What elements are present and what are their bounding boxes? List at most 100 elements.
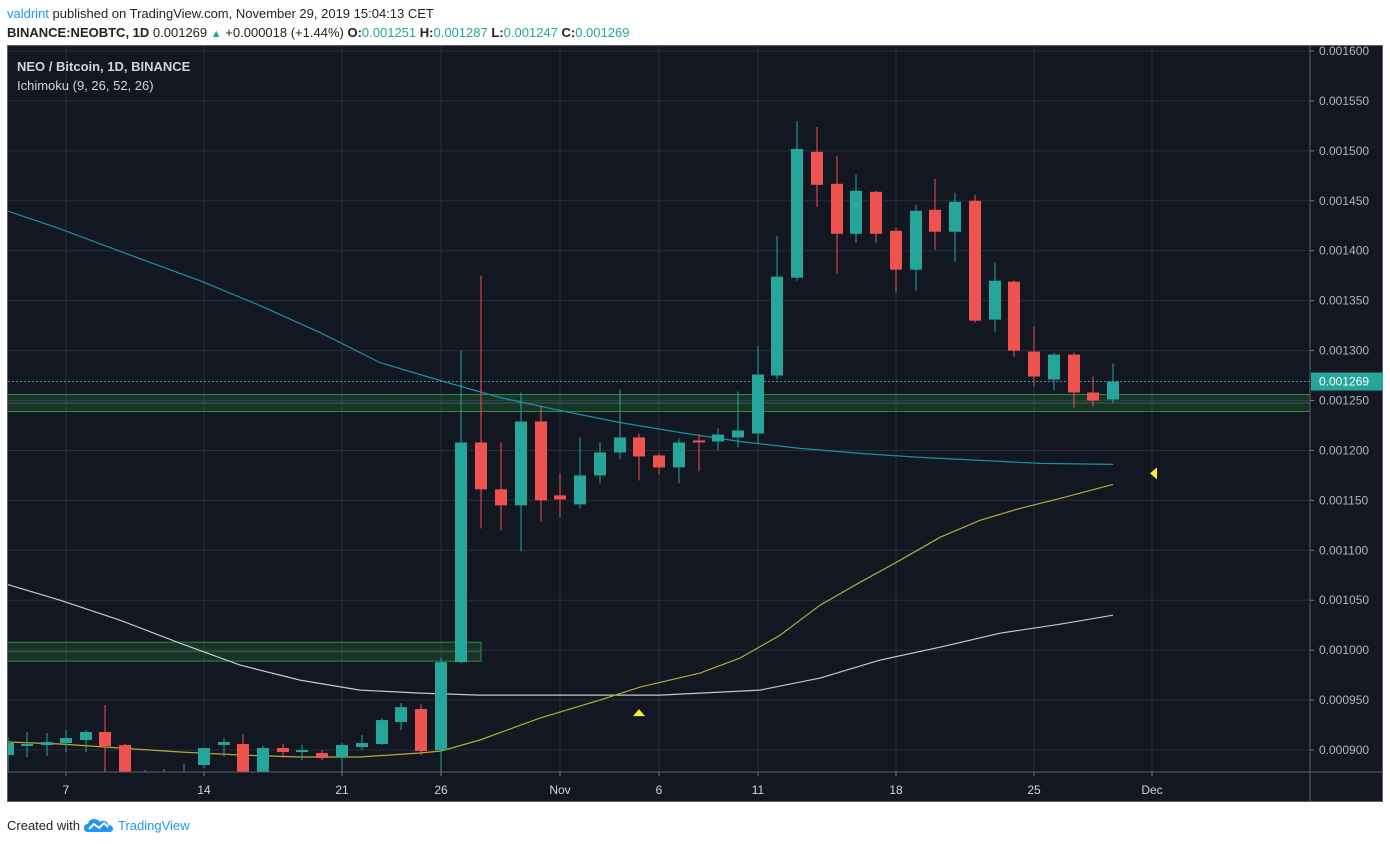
- time-label: 26: [434, 783, 448, 797]
- support-zone: [8, 394, 1310, 412]
- candle-body: [693, 440, 705, 443]
- candle-body: [237, 744, 249, 772]
- tradingview-logo-icon: [83, 819, 113, 832]
- price-change: +0.000018 (+1.44%): [225, 25, 344, 40]
- candle-up: [296, 745, 308, 761]
- up-arrow-icon: ▲: [210, 28, 222, 40]
- price-label: 0.001500: [1319, 144, 1369, 158]
- candle-up: [60, 730, 72, 753]
- candle-down: [929, 178, 941, 250]
- candle-body: [614, 437, 626, 453]
- footer: Created with TradingView: [7, 817, 190, 833]
- candle-up: [515, 392, 527, 552]
- candle-body: [989, 280, 1001, 320]
- price-label: 0.001050: [1319, 593, 1369, 607]
- candle-body: [1068, 354, 1080, 393]
- price-label: 0.001200: [1319, 443, 1369, 457]
- high-value: 0.001287: [433, 25, 488, 40]
- candle-body: [395, 707, 407, 723]
- candle-down: [554, 473, 566, 518]
- candle-body: [673, 442, 685, 468]
- price-label: 0.001300: [1319, 344, 1369, 358]
- open-label: O:: [347, 25, 362, 40]
- candle-body: [712, 434, 724, 442]
- published-text: published on TradingView.com, November 2…: [48, 6, 434, 21]
- price-label: 0.000950: [1319, 693, 1369, 707]
- candle-down: [237, 734, 249, 772]
- triangle-up-marker-icon: [633, 709, 645, 717]
- candle-body: [60, 738, 72, 744]
- chart-title: NEO / Bitcoin, 1D, BINANCE: [17, 59, 191, 74]
- price-label: 0.001450: [1319, 194, 1369, 208]
- candle-down: [693, 434, 705, 472]
- time-label: 7: [63, 783, 70, 797]
- indicator-line: [8, 583, 1114, 696]
- indicator-label[interactable]: Ichimoku (9, 26, 52, 26): [17, 78, 154, 93]
- candle-up: [594, 442, 606, 484]
- chart-grid: [8, 46, 1310, 772]
- candle-down: [415, 704, 427, 756]
- candle-body: [415, 709, 427, 752]
- candle-down: [119, 744, 131, 772]
- candle-body: [811, 151, 823, 185]
- symbol-info: BINANCE:NEOBTC, 1D 0.001269 ▲ +0.000018 …: [7, 25, 629, 40]
- price-label: 0.001400: [1319, 244, 1369, 258]
- candle-body: [316, 753, 328, 759]
- candle-body: [158, 778, 170, 782]
- candle-body: [890, 230, 902, 270]
- candle-body: [178, 771, 190, 772]
- candle-body: [850, 190, 862, 234]
- candle-up: [218, 738, 230, 758]
- candle-body: [949, 201, 961, 232]
- price-axis[interactable]: 0.001600 0.001550 0.001500 0.001450 0.001400…: [1309, 44, 1383, 802]
- candle-up: [1048, 352, 1060, 391]
- candle-up: [850, 174, 862, 243]
- candle-down: [99, 705, 111, 772]
- time-label: 14: [197, 783, 211, 797]
- close-value: 0.001269: [575, 25, 630, 40]
- candle-body: [653, 455, 665, 468]
- candle-body: [475, 442, 487, 490]
- candle-up: [395, 703, 407, 731]
- open-value: 0.001251: [361, 25, 417, 40]
- price-label: 0.000900: [1319, 743, 1369, 757]
- candle-down: [1008, 280, 1020, 357]
- candle-body: [515, 421, 527, 506]
- candle-body: [356, 743, 368, 748]
- candle-down: [1068, 352, 1080, 408]
- price-label: 0.001350: [1319, 294, 1369, 308]
- candle-up: [198, 748, 210, 768]
- current-price-label: 0.001269: [1319, 375, 1369, 389]
- candle-up: [178, 764, 190, 772]
- candle-body: [495, 489, 507, 506]
- candle-down: [495, 442, 507, 531]
- author-link[interactable]: valdrint: [7, 6, 49, 21]
- price-label: 0.001250: [1319, 394, 1369, 408]
- candle-down: [1087, 376, 1099, 407]
- time-axis[interactable]: 7 14 21 26 Nov 6 11 18 25 Dec: [7, 771, 1383, 797]
- candle-body: [969, 200, 981, 321]
- candle-up: [376, 718, 388, 746]
- tradingview-link[interactable]: TradingView: [117, 817, 190, 833]
- price-label: 0.001150: [1319, 493, 1368, 507]
- low-value: 0.001247: [503, 25, 558, 40]
- candle-down: [653, 453, 665, 475]
- candle-up: [80, 730, 92, 753]
- support-zone: [8, 641, 482, 662]
- candle-up: [712, 428, 724, 451]
- candle-down: [158, 768, 170, 782]
- candle-body: [99, 732, 111, 747]
- price-label: 0.001100: [1319, 543, 1368, 557]
- candle-body: [910, 210, 922, 270]
- candle-body: [41, 742, 53, 746]
- candle-body: [1087, 392, 1099, 401]
- indicator-line: [8, 483, 1114, 758]
- candle-up: [41, 733, 53, 757]
- candlesticks: [8, 120, 1119, 782]
- created-with-text: Created with: [7, 817, 80, 833]
- candle-body: [198, 748, 210, 765]
- candle-up: [144, 769, 146, 772]
- chart-panel[interactable]: [7, 45, 1383, 802]
- candle-down: [277, 744, 289, 759]
